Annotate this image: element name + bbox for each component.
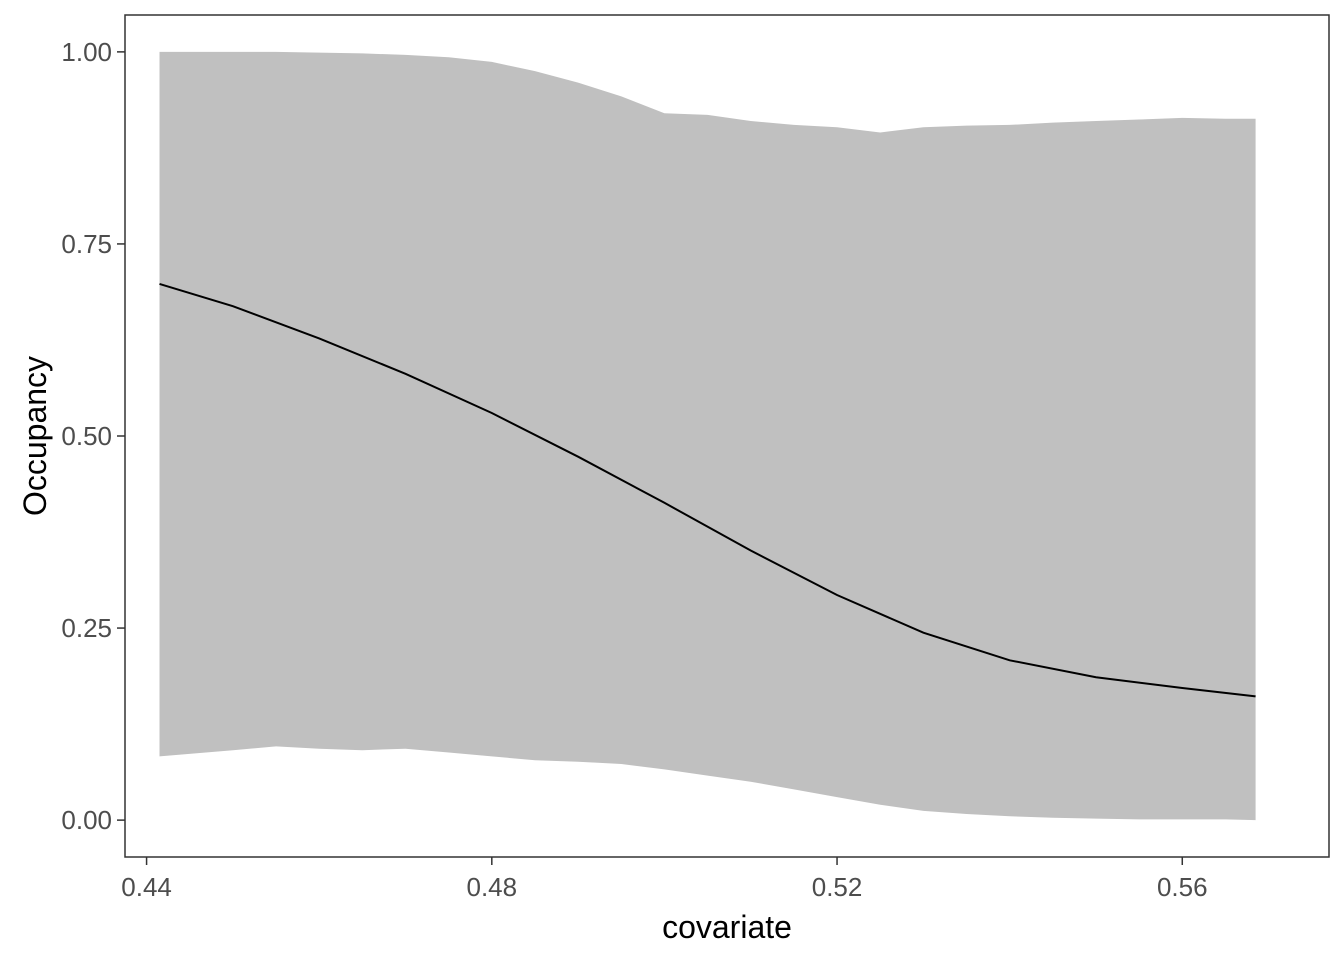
fitted-line — [159, 282, 1256, 698]
y-tick-label: 0.50 — [61, 421, 112, 451]
y-tick-label: 0.75 — [61, 229, 112, 259]
x-tick-label: 0.48 — [467, 872, 518, 902]
fitted-line-layer — [159, 282, 1256, 698]
x-tick-label: 0.56 — [1157, 872, 1208, 902]
y-axis-title: Occupancy — [17, 356, 53, 516]
y-tick-label: 0.00 — [61, 805, 112, 835]
x-tick-label: 0.44 — [121, 872, 172, 902]
confidence-ribbon — [159, 51, 1256, 821]
y-tick-label: 0.25 — [61, 613, 112, 643]
x-tick-label: 0.52 — [812, 872, 863, 902]
y-axis: 0.00 0.25 0.50 0.75 1.00 — [61, 37, 125, 835]
x-axis-title: covariate — [662, 909, 792, 945]
confidence-ribbon-layer — [159, 51, 1256, 821]
y-tick-label: 1.00 — [61, 37, 112, 67]
x-axis: 0.44 0.48 0.52 0.56 — [121, 857, 1208, 902]
